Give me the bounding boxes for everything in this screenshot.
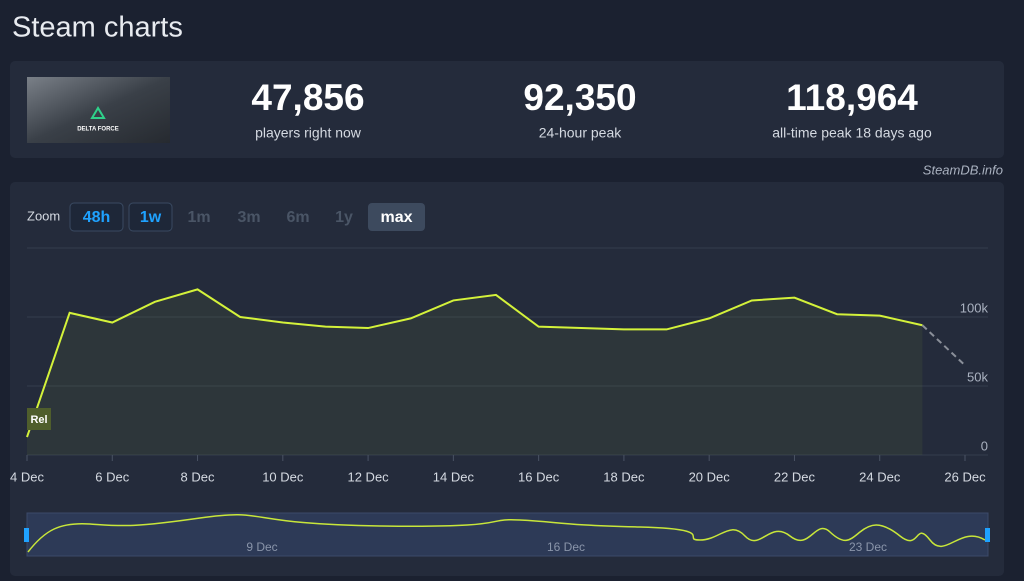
x-tick-label: 6 Dec (95, 469, 129, 484)
x-tick-label: 22 Dec (774, 469, 816, 484)
navigator-label: 23 Dec (849, 540, 887, 554)
y-tick-label: 0 (981, 438, 988, 453)
source-link[interactable]: SteamDB.info (923, 162, 1003, 177)
x-tick-label: 18 Dec (603, 469, 645, 484)
navigator-label: 16 Dec (547, 540, 585, 554)
stat-value: 118,964 (786, 77, 918, 118)
zoom-button-label: 1y (335, 209, 353, 226)
stats-panel (10, 61, 1004, 158)
x-tick-label: 10 Dec (262, 469, 304, 484)
x-tick-label: 4 Dec (10, 469, 44, 484)
stat-label: 24-hour peak (539, 125, 623, 141)
navigator-line (27, 514, 986, 553)
zoom-button-label[interactable]: 1w (140, 209, 162, 226)
annotation: Rel (30, 414, 47, 426)
zoom-label: Zoom (27, 208, 60, 223)
zoom-button-label: 3m (237, 209, 260, 226)
zoom-button-label: 1m (187, 209, 210, 226)
x-tick-label: 14 Dec (433, 469, 475, 484)
zoom-button-label[interactable]: max (380, 209, 412, 226)
zoom-button[interactable] (368, 203, 425, 231)
zoom-button[interactable] (69, 202, 124, 232)
navigator-handle[interactable] (985, 528, 990, 542)
zoom-button-label: 6m (286, 209, 309, 226)
zoom-button-label[interactable]: 48h (83, 209, 111, 226)
stat-value: 47,856 (251, 77, 364, 118)
stat-value: 92,350 (523, 77, 636, 118)
navigator-handle[interactable] (24, 528, 29, 542)
chart-panel (10, 182, 1004, 576)
stat-label: all-time peak 18 days ago (772, 125, 932, 141)
zoom-button[interactable] (128, 202, 173, 232)
x-tick-label: 16 Dec (518, 469, 560, 484)
x-tick-label: 12 Dec (347, 469, 389, 484)
x-tick-label: 26 Dec (944, 469, 986, 484)
x-tick-label: 8 Dec (181, 469, 215, 484)
y-tick-label: 100k (960, 300, 989, 315)
line (26, 288, 923, 438)
navigator-label: 9 Dec (246, 540, 277, 554)
y-tick-label: 50k (967, 369, 988, 384)
stat-label: players right now (255, 125, 362, 141)
logo-mark (90, 106, 106, 119)
x-tick-label: 24 Dec (859, 469, 901, 484)
page-title: Steam charts (12, 12, 183, 44)
area (27, 289, 923, 455)
annotation-flag (27, 408, 51, 430)
x-tick-label: 20 Dec (689, 469, 731, 484)
game-logo-text: DELTA FORCE (77, 127, 119, 133)
